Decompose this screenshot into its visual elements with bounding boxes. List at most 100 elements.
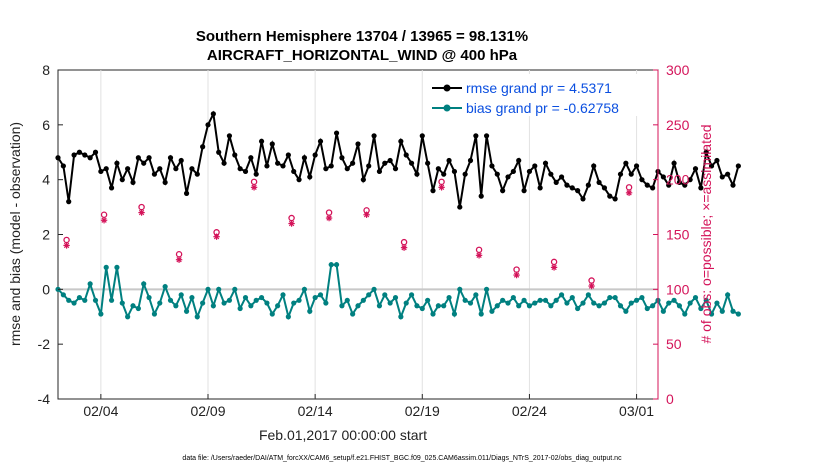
- bias-point: [103, 264, 109, 270]
- bias-point: [210, 303, 216, 309]
- y-axis-right-label: # of obs: o=possible; ×=assimilated: [698, 124, 714, 343]
- bias-point: [114, 264, 120, 270]
- bias-point: [558, 292, 565, 298]
- rmse-point: [387, 157, 393, 164]
- rmse-point: [596, 179, 602, 186]
- rmse-point: [521, 188, 527, 194]
- rmse-point: [135, 155, 141, 161]
- legend-rmse-label: rmse grand pr = 4.5371: [466, 80, 612, 96]
- bias-point: [253, 297, 259, 303]
- bias-point: [612, 294, 618, 301]
- bias-point: [537, 297, 543, 303]
- bias-point: [564, 300, 570, 306]
- bias-point: [575, 305, 581, 312]
- bias-point: [569, 294, 575, 301]
- rmse-point: [269, 141, 275, 147]
- bias-point: [366, 292, 372, 298]
- rmse-point: [467, 157, 474, 164]
- rmse-point: [419, 133, 425, 139]
- rmse-point: [553, 179, 559, 186]
- bias-point: [376, 303, 383, 309]
- x-tick-label: 02/14: [298, 403, 333, 419]
- rmse-point: [333, 130, 340, 136]
- asterisk-stroke: [476, 252, 482, 259]
- rmse-point: [516, 157, 522, 164]
- bias-point: [478, 311, 484, 317]
- asterisk-stroke: [401, 244, 407, 251]
- rmse-point: [441, 171, 447, 177]
- bias-point: [200, 300, 206, 306]
- bias-point: [350, 311, 356, 317]
- bias-point: [76, 294, 83, 301]
- assimilated-obs-point: [588, 282, 595, 290]
- asterisk-stroke: [626, 190, 632, 196]
- asterisk-stroke: [288, 220, 295, 227]
- rmse-point: [425, 160, 431, 166]
- y-axis-label: rmse and bias (model - observation): [7, 122, 23, 346]
- bias-point: [639, 294, 645, 301]
- rmse-point: [548, 171, 554, 177]
- rmse-point: [360, 177, 366, 183]
- bias-point: [285, 314, 291, 320]
- rmse-point: [473, 133, 479, 139]
- plot-area: [57, 69, 659, 400]
- bias-point: [339, 303, 345, 309]
- rmse-point: [435, 166, 441, 172]
- bias-point: [108, 297, 115, 303]
- rmse-point: [323, 166, 329, 172]
- bias-point: [435, 303, 441, 309]
- rmse-point: [628, 171, 634, 177]
- rmse-point: [575, 188, 581, 194]
- assimilated-obs-point: [325, 214, 333, 222]
- rmse-point: [194, 171, 200, 177]
- legend-box: [428, 74, 652, 116]
- rmse-point: [55, 155, 61, 161]
- bias-point: [666, 300, 672, 306]
- bias-point: [725, 292, 731, 298]
- rmse-point: [682, 182, 688, 188]
- rmse-point: [130, 179, 136, 186]
- rmse-point: [125, 166, 131, 172]
- bias-point: [344, 297, 350, 303]
- bias-point: [328, 262, 334, 268]
- bias-point: [312, 294, 318, 301]
- asterisk-stroke: [326, 215, 332, 221]
- bias-point: [167, 297, 174, 303]
- rmse-point: [403, 152, 409, 158]
- rmse-point: [232, 152, 238, 158]
- bias-point: [473, 292, 479, 298]
- assimilated-obs-point: [100, 217, 108, 224]
- bias-point: [687, 300, 693, 306]
- rmse-point: [478, 193, 484, 199]
- x-tick-label: 03/01: [619, 403, 654, 419]
- rmse-point: [371, 133, 377, 139]
- bias-point: [157, 300, 163, 306]
- rmse-point: [376, 168, 383, 175]
- rmse-point: [71, 152, 77, 158]
- series-lines: [55, 110, 741, 321]
- y-right-tick-label: 50: [666, 336, 682, 352]
- rmse-point: [451, 168, 458, 175]
- y-right-tick-label: 250: [666, 117, 690, 133]
- rmse-point: [564, 182, 570, 188]
- bias-point: [317, 292, 324, 298]
- bias-point: [403, 300, 409, 306]
- bias-point: [682, 311, 688, 317]
- asterisk-stroke: [176, 257, 182, 263]
- rmse-point: [607, 193, 613, 199]
- rmse-point: [366, 163, 372, 169]
- rmse-point: [703, 149, 709, 155]
- rmse-point: [660, 174, 666, 180]
- assimilated-obs-point: [138, 209, 145, 216]
- assimilated-obs-point: [550, 264, 558, 271]
- bias-point: [130, 303, 136, 309]
- bias-point: [617, 303, 624, 309]
- rmse-point: [666, 182, 672, 188]
- rmse-point: [183, 190, 190, 196]
- rmse-point: [526, 168, 533, 175]
- assimilated-obs-point: [213, 233, 220, 240]
- bias-point: [71, 300, 77, 306]
- bias-point: [280, 292, 286, 298]
- asterisk-stroke: [438, 184, 445, 191]
- bias-point: [125, 314, 131, 320]
